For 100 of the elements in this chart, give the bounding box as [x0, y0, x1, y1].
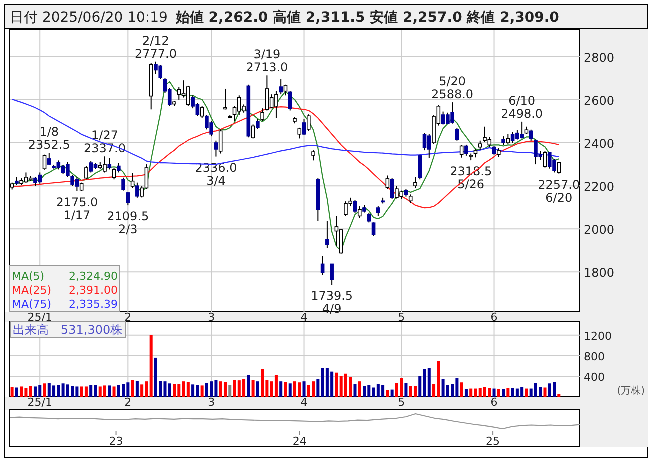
candlestick	[418, 154, 422, 180]
candlestick	[529, 129, 534, 142]
annotation: 3/19 2713.0	[246, 48, 288, 75]
x-tick-label: 4	[300, 311, 308, 324]
text: MA(5) 2,324.90	[12, 270, 118, 283]
candlestick	[306, 114, 311, 132]
candlestick	[478, 140, 482, 151]
y-tick-label: 2600	[584, 94, 615, 108]
bar	[497, 389, 500, 397]
y-tick-label: 2200	[584, 180, 615, 194]
bar	[558, 394, 561, 397]
annotation: 5/20 2588.0	[432, 74, 474, 102]
x-tick-label: 6	[490, 396, 498, 409]
x-tick-label: 25/1	[28, 311, 52, 324]
candlestick	[414, 176, 418, 189]
bar	[15, 388, 18, 397]
bar	[247, 375, 250, 397]
bar	[363, 386, 366, 397]
candlestick	[320, 256, 325, 276]
bar	[288, 384, 292, 397]
candlestick	[506, 134, 510, 145]
x-tick-label: 5	[398, 311, 406, 324]
candlestick	[224, 88, 228, 110]
y-tick-label: 1800	[584, 266, 615, 280]
annotation: 2109.5 2/3	[107, 210, 150, 237]
bar	[492, 388, 496, 397]
bar	[414, 386, 417, 397]
candlestick	[130, 172, 135, 189]
candlestick	[330, 263, 334, 286]
x-tick-label: 3	[208, 396, 216, 409]
y-tick-label: 2400	[584, 137, 615, 152]
bar	[136, 381, 139, 397]
bar	[192, 384, 195, 397]
y-tick-label: 1200	[584, 330, 612, 343]
candlestick	[84, 166, 88, 180]
bar	[390, 390, 394, 397]
x-tick-label: 25	[486, 435, 500, 448]
annotation: 6/10 2498.0	[501, 94, 544, 121]
bar	[280, 382, 283, 397]
text: MA(75) 2,335.39	[12, 298, 118, 311]
y-tick-label: 400	[584, 370, 605, 384]
candlestick	[376, 206, 380, 217]
bar	[186, 382, 190, 397]
annotation: 2175.0 1/17	[56, 195, 98, 222]
text: MA(25) 2,391.00	[12, 284, 118, 297]
bar	[316, 379, 320, 397]
candlestick	[455, 128, 460, 142]
bar	[10, 387, 14, 397]
bar	[284, 382, 288, 397]
bar	[460, 382, 464, 397]
candlestick	[312, 150, 316, 162]
bar	[525, 388, 528, 397]
candlestick	[358, 206, 362, 219]
bar	[20, 386, 24, 397]
bar	[261, 369, 264, 397]
candlestick	[251, 124, 256, 140]
annotation: 1/8 2352.5	[28, 125, 70, 152]
bar	[483, 387, 487, 397]
bar	[150, 335, 153, 397]
x-tick-label: 2	[124, 396, 132, 409]
bar	[228, 385, 232, 397]
bar	[252, 380, 255, 397]
bar	[404, 383, 408, 397]
bar	[131, 380, 134, 397]
bar	[335, 372, 338, 397]
bar	[428, 368, 431, 397]
candlestick	[200, 106, 204, 119]
bar	[140, 384, 144, 397]
bar	[103, 386, 107, 397]
bar	[84, 386, 88, 397]
bar	[354, 384, 357, 397]
bar	[224, 382, 227, 397]
candlestick	[122, 177, 126, 192]
x-tick-label: 2	[124, 311, 132, 324]
bar	[293, 382, 297, 397]
bar	[502, 389, 506, 397]
bar	[256, 382, 260, 397]
candlestick	[298, 127, 302, 140]
candlestick	[42, 154, 47, 170]
bar	[29, 386, 32, 397]
candlestick	[279, 79, 284, 96]
chart-subtitle: 始値 2,262.0 高値 2,311.5 安値 2,257.0 終値 2,309.0	[174, 9, 560, 26]
y-tick-label: 800	[584, 350, 605, 364]
candlestick	[112, 168, 116, 180]
bar	[464, 389, 468, 397]
candlestick	[47, 152, 52, 166]
candlestick	[265, 75, 270, 112]
bar	[544, 388, 547, 397]
candlestick	[367, 212, 372, 224]
candlestick	[496, 148, 501, 158]
bar	[90, 385, 93, 397]
bar	[470, 388, 473, 397]
annotation: 出来高 531,300株	[13, 323, 123, 337]
candlestick	[326, 220, 330, 249]
candlestick	[177, 86, 182, 100]
x-tick-label: 5	[398, 396, 406, 409]
x-tick-label: 25/1	[28, 396, 52, 409]
bar	[112, 386, 116, 397]
y-tick-label: 2000	[584, 223, 615, 238]
bar	[274, 375, 278, 397]
